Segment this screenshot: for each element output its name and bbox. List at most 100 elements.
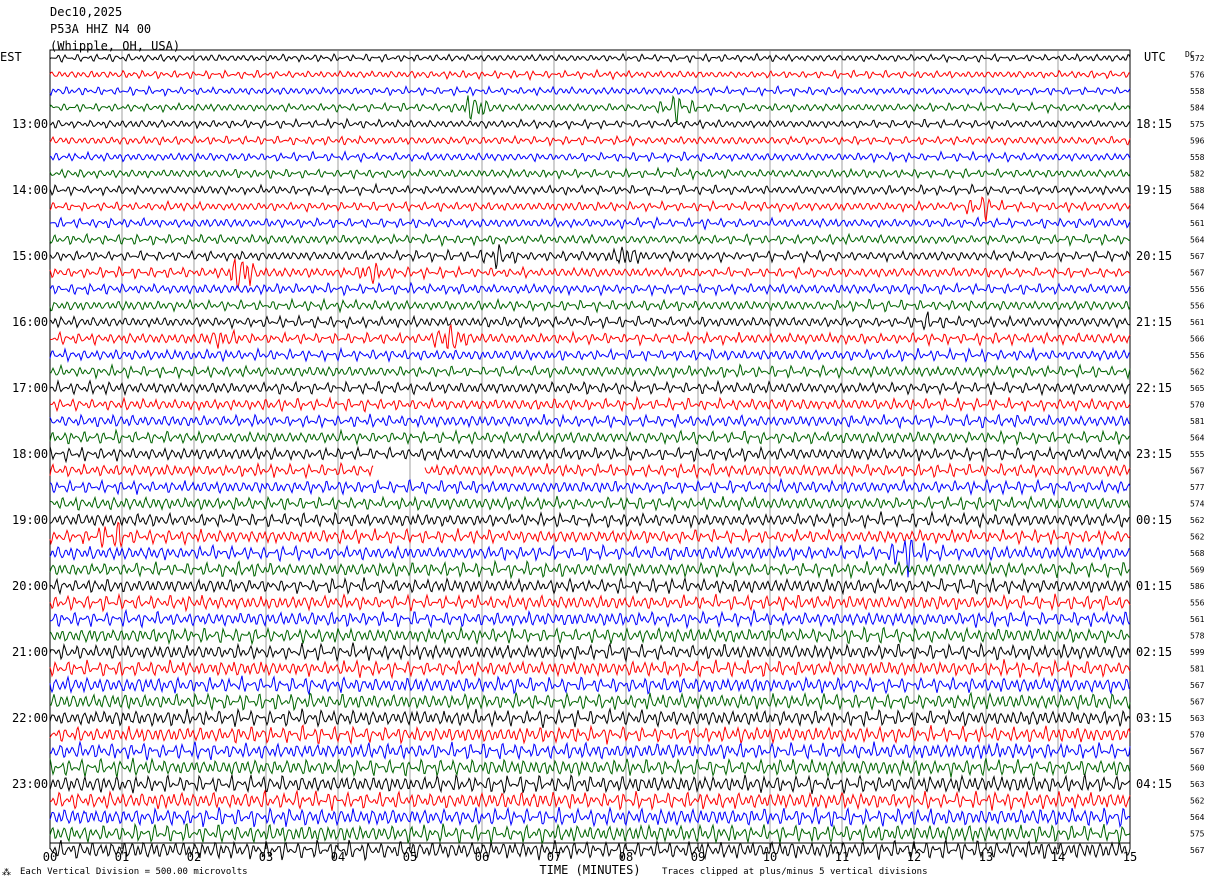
trace-row bbox=[49, 258, 1131, 289]
dc-value: 563 bbox=[1190, 780, 1205, 789]
dc-value: 581 bbox=[1190, 665, 1205, 674]
trace-row bbox=[49, 281, 1131, 297]
trace-row bbox=[49, 311, 1131, 331]
right-hour-label: 23:15 bbox=[1136, 447, 1172, 461]
trace-row bbox=[49, 806, 1131, 828]
left-hour-label: 16:00 bbox=[12, 315, 48, 329]
trace-row bbox=[49, 182, 1131, 197]
dc-value: 586 bbox=[1190, 582, 1205, 591]
dc-value: 556 bbox=[1190, 302, 1205, 311]
dc-value: 567 bbox=[1190, 747, 1205, 756]
dc-value: 564 bbox=[1190, 203, 1205, 212]
clip-note: Traces clipped at plus/minus 5 vertical … bbox=[662, 867, 928, 877]
trace-row bbox=[49, 510, 1131, 530]
right-axis-label: UTC bbox=[1144, 50, 1166, 64]
left-hour-label: 14:00 bbox=[12, 183, 48, 197]
x-tick-label: 05 bbox=[403, 850, 417, 864]
trace-row bbox=[49, 363, 1131, 381]
dc-value: 567 bbox=[1190, 681, 1205, 690]
trace-row bbox=[49, 838, 1131, 862]
vertical-division-note: Each Vertical Division = 500.00 microvol… bbox=[20, 867, 248, 877]
left-hour-label: 21:00 bbox=[12, 645, 48, 659]
trace-row bbox=[49, 757, 1131, 778]
trace-row bbox=[49, 445, 1131, 464]
right-hour-label: 02:15 bbox=[1136, 645, 1172, 659]
trace-row bbox=[49, 461, 1131, 480]
trace-row bbox=[49, 68, 1131, 81]
trace-row bbox=[49, 428, 1131, 447]
trace-row bbox=[49, 495, 1131, 512]
left-hour-label: 15:00 bbox=[12, 249, 48, 263]
dc-value: 556 bbox=[1190, 599, 1205, 608]
dc-value: 567 bbox=[1190, 698, 1205, 707]
dc-value: 578 bbox=[1190, 632, 1205, 641]
trace-row bbox=[49, 477, 1131, 497]
dc-value: 566 bbox=[1190, 335, 1205, 344]
dc-value: 556 bbox=[1190, 285, 1205, 294]
trace-row bbox=[49, 642, 1131, 663]
left-hour-label: 23:00 bbox=[12, 777, 48, 791]
dc-value: 572 bbox=[1190, 54, 1205, 63]
dc-value: 570 bbox=[1190, 401, 1205, 410]
dc-value: 561 bbox=[1190, 219, 1205, 228]
dc-value: 564 bbox=[1190, 236, 1205, 245]
left-hour-label: 17:00 bbox=[12, 381, 48, 395]
right-hour-label: 18:15 bbox=[1136, 117, 1172, 131]
trace-row bbox=[49, 822, 1131, 845]
trace-row bbox=[49, 134, 1131, 147]
dc-value: 567 bbox=[1190, 846, 1205, 855]
trace-row bbox=[49, 379, 1131, 397]
dc-value: 576 bbox=[1190, 71, 1205, 80]
dc-value: 581 bbox=[1190, 417, 1205, 426]
dc-value: 561 bbox=[1190, 318, 1205, 327]
left-hour-label: 20:00 bbox=[12, 579, 48, 593]
right-hour-label: 22:15 bbox=[1136, 381, 1172, 395]
right-hour-label: 21:15 bbox=[1136, 315, 1172, 329]
right-hour-label: 01:15 bbox=[1136, 579, 1172, 593]
x-tick-label: 12 bbox=[907, 850, 921, 864]
dc-value: 556 bbox=[1190, 351, 1205, 360]
trace-row bbox=[49, 323, 1131, 350]
x-axis-title: TIME (MINUTES) bbox=[539, 863, 640, 877]
trace-row bbox=[49, 150, 1131, 164]
x-tick-label: 01 bbox=[115, 850, 129, 864]
dc-value: 558 bbox=[1190, 87, 1205, 96]
x-tick-label: 00 bbox=[43, 850, 57, 864]
x-tick-label: 08 bbox=[619, 850, 633, 864]
x-tick-label: 06 bbox=[475, 850, 489, 864]
left-hour-label: 22:00 bbox=[12, 711, 48, 725]
dc-value: 562 bbox=[1190, 368, 1205, 377]
trace-row bbox=[49, 216, 1131, 231]
x-tick-label: 15 bbox=[1123, 850, 1137, 864]
trace-row bbox=[49, 346, 1131, 363]
trace-row bbox=[49, 85, 1131, 98]
trace-row bbox=[49, 707, 1131, 729]
dc-value: 575 bbox=[1190, 830, 1205, 839]
right-hour-label: 19:15 bbox=[1136, 183, 1172, 197]
trace-row bbox=[49, 724, 1131, 746]
right-hour-label: 04:15 bbox=[1136, 777, 1172, 791]
dc-value: 562 bbox=[1190, 797, 1205, 806]
dc-value: 577 bbox=[1190, 483, 1205, 492]
dc-value: 567 bbox=[1190, 467, 1205, 476]
plot-frame bbox=[49, 49, 1131, 844]
left-hour-label: 13:00 bbox=[12, 117, 48, 131]
dc-value: 558 bbox=[1190, 153, 1205, 162]
trace-row bbox=[49, 539, 1131, 578]
x-tick-label: 09 bbox=[691, 850, 705, 864]
right-hour-label: 20:15 bbox=[1136, 249, 1172, 263]
trace-row bbox=[49, 244, 1131, 270]
trace-row bbox=[49, 592, 1131, 613]
scale-icon: ⁂ bbox=[2, 868, 11, 878]
right-hour-label: 00:15 bbox=[1136, 513, 1172, 527]
trace-row bbox=[49, 413, 1131, 430]
dc-value: 569 bbox=[1190, 566, 1205, 575]
trace-row bbox=[49, 608, 1131, 630]
dc-value: 564 bbox=[1190, 813, 1205, 822]
trace-row bbox=[50, 117, 1131, 131]
dc-value: 567 bbox=[1190, 252, 1205, 261]
trace-row bbox=[49, 166, 1131, 181]
left-axis-label: EST bbox=[0, 50, 22, 64]
dc-value: 565 bbox=[1190, 384, 1205, 393]
